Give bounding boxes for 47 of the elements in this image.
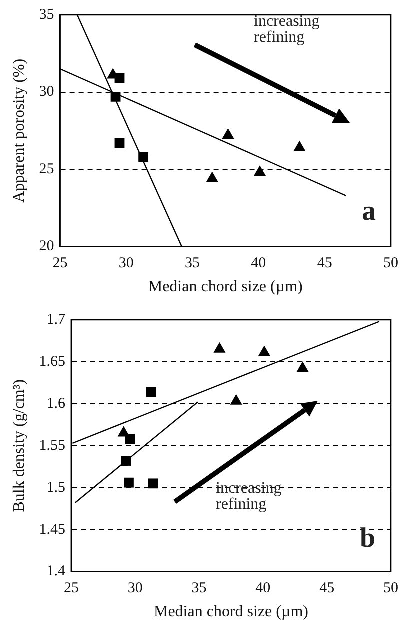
y-axis-title: Apparent porosity (%) [10, 58, 28, 203]
y-tick-label: 35 [39, 6, 54, 23]
x-tick-label: 40 [256, 580, 271, 597]
x-tick-label: 35 [185, 256, 200, 272]
y-tick-label: 20 [39, 238, 54, 255]
point [222, 128, 234, 140]
y-tick-label: 1.4 [46, 564, 66, 580]
y-tick-label: 1.45 [39, 522, 66, 538]
annotation: increasing refining [216, 480, 283, 513]
x-tick-label: 35 [192, 580, 207, 597]
point [124, 478, 134, 488]
y-tick-label: 1.65 [39, 354, 66, 370]
x-tick-label: 45 [317, 256, 332, 272]
x-axis-title: Median chord size (µm) [148, 278, 303, 296]
point [121, 456, 132, 466]
point [146, 387, 156, 398]
annotation: increasing refining [254, 13, 321, 46]
point [114, 138, 125, 148]
x-tick-label: 25 [64, 580, 79, 597]
x-tick-label: 50 [384, 256, 398, 272]
point [114, 73, 125, 84]
y-tick-label: 1.6 [46, 396, 66, 412]
x-axis-title: Median chord size (µm) [154, 604, 308, 621]
annotation: b [360, 523, 377, 554]
x-tick-label: 30 [128, 580, 143, 597]
point [230, 394, 242, 405]
x-tick-label: 30 [118, 256, 134, 272]
y-tick-label: 30 [39, 84, 54, 100]
point [214, 342, 226, 353]
annotation: a [362, 196, 377, 227]
point [258, 346, 271, 356]
x-tick-label: 45 [320, 580, 335, 597]
point [125, 434, 136, 444]
point [254, 166, 266, 176]
point [296, 362, 309, 372]
point [110, 92, 121, 102]
x-tick-label: 50 [384, 580, 398, 597]
y-tick-label: 1.7 [46, 312, 66, 328]
y-axis-title: Bulk density (g/cm³) [10, 380, 28, 512]
point [138, 152, 149, 162]
point [148, 478, 158, 489]
y-tick-label: 1.5 [46, 480, 66, 496]
point [294, 140, 306, 152]
point [206, 172, 218, 182]
y-tick-label: 25 [39, 161, 54, 178]
y-tick-label: 1.55 [39, 438, 66, 454]
x-tick-label: 40 [251, 256, 266, 272]
